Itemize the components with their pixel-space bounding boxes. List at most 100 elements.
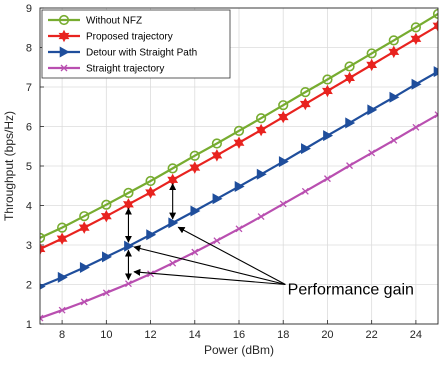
x-stroke	[124, 280, 132, 288]
x-axis-label: Power (dBm)	[204, 343, 274, 357]
data-point	[168, 217, 179, 229]
data-point	[322, 74, 333, 85]
data-point	[80, 298, 88, 306]
legend-label: Without NFZ	[86, 16, 142, 27]
data-point	[256, 113, 267, 124]
data-point	[101, 199, 112, 210]
x-tick-label: 10	[100, 329, 112, 341]
data-point	[123, 187, 134, 198]
data-point	[235, 225, 243, 233]
y-axis-label: Throughput (bps/Hz)	[2, 111, 16, 221]
annotation-pointer	[133, 245, 286, 286]
data-point	[213, 237, 221, 245]
x-stroke	[279, 200, 287, 208]
x-tick-label: 22	[366, 329, 378, 341]
legend-swatch-marker	[59, 46, 70, 58]
x-stroke	[368, 149, 376, 157]
x-stroke	[80, 298, 88, 306]
data-point	[301, 143, 311, 155]
data-point	[410, 32, 422, 46]
data-point	[390, 136, 398, 144]
data-point	[388, 45, 400, 59]
data-point	[191, 248, 199, 256]
series-straight-trajectory	[40, 111, 438, 322]
legend: Without NFZ Proposed trajectory Detour wit…	[41, 9, 231, 79]
y-tick-label: 8	[26, 43, 32, 55]
x-tick-label: 14	[189, 329, 201, 341]
data-point	[366, 48, 377, 59]
data-point	[234, 181, 245, 193]
data-point	[57, 222, 68, 233]
legend-entry: Straight trajectory	[48, 64, 164, 75]
data-point	[367, 104, 378, 116]
x-stroke	[169, 259, 177, 267]
data-point	[278, 156, 289, 168]
data-point	[344, 71, 355, 85]
series-proposed-trajectory	[40, 19, 438, 256]
legend-label: Straight trajectory	[86, 64, 164, 75]
x-stroke	[323, 175, 331, 183]
data-point	[323, 130, 334, 142]
data-point	[299, 97, 311, 111]
y-tick-label: 3	[26, 240, 32, 252]
y-tick-label: 5	[26, 161, 32, 173]
x-tick-label: 18	[277, 329, 289, 341]
performance-gain-annotation: Performance gain	[288, 281, 414, 298]
data-point	[147, 270, 155, 278]
data-point	[366, 58, 378, 72]
x-tick-label: 12	[144, 329, 156, 341]
data-point	[432, 8, 438, 20]
x-stroke	[235, 225, 243, 233]
x-stroke	[191, 248, 199, 256]
data-point	[345, 117, 356, 129]
data-point	[40, 283, 46, 290]
data-point	[389, 91, 400, 103]
legend-swatch-marker	[58, 14, 70, 26]
x-stroke	[102, 289, 110, 297]
x-stroke	[213, 237, 221, 245]
data-point	[58, 306, 66, 314]
data-point	[322, 84, 333, 98]
legend-label: Detour with Straight Path	[86, 48, 197, 59]
y-tick-label: 9	[26, 3, 32, 15]
x-tick-label: 24	[410, 329, 422, 341]
annotation-pointer	[133, 268, 286, 286]
data-point	[300, 87, 311, 98]
data-point	[277, 110, 289, 124]
x-stroke	[434, 113, 438, 119]
series-line	[40, 12, 438, 239]
x-stroke	[301, 187, 309, 195]
annotation-layer	[124, 183, 286, 286]
data-point	[212, 193, 223, 205]
data-point	[190, 205, 201, 217]
legend-entry: Proposed trajectory	[48, 29, 173, 43]
data-point	[79, 262, 90, 274]
legend-box	[41, 9, 231, 79]
y-tick-label: 7	[26, 82, 32, 94]
axes-box	[39, 7, 439, 325]
data-point	[257, 213, 265, 221]
data-point	[433, 66, 438, 78]
series-without-nfz	[40, 8, 438, 243]
data-point	[79, 211, 90, 222]
x-stroke	[60, 64, 68, 72]
data-point	[233, 136, 245, 149]
x-stroke	[390, 136, 398, 144]
data-point	[388, 35, 399, 46]
data-point	[279, 200, 287, 208]
x-stroke	[412, 123, 420, 131]
x-stroke	[257, 213, 265, 221]
data-point	[344, 61, 355, 72]
data-point	[169, 259, 177, 267]
data-point	[124, 240, 135, 252]
data-point	[411, 78, 422, 90]
x-stroke	[434, 111, 438, 116]
data-point	[412, 123, 420, 131]
data-point	[124, 280, 132, 288]
data-point	[189, 150, 200, 161]
series-detour-with-straight-path	[40, 66, 438, 290]
x-stroke	[40, 317, 44, 322]
data-point	[40, 242, 46, 256]
series-layer	[40, 8, 438, 322]
